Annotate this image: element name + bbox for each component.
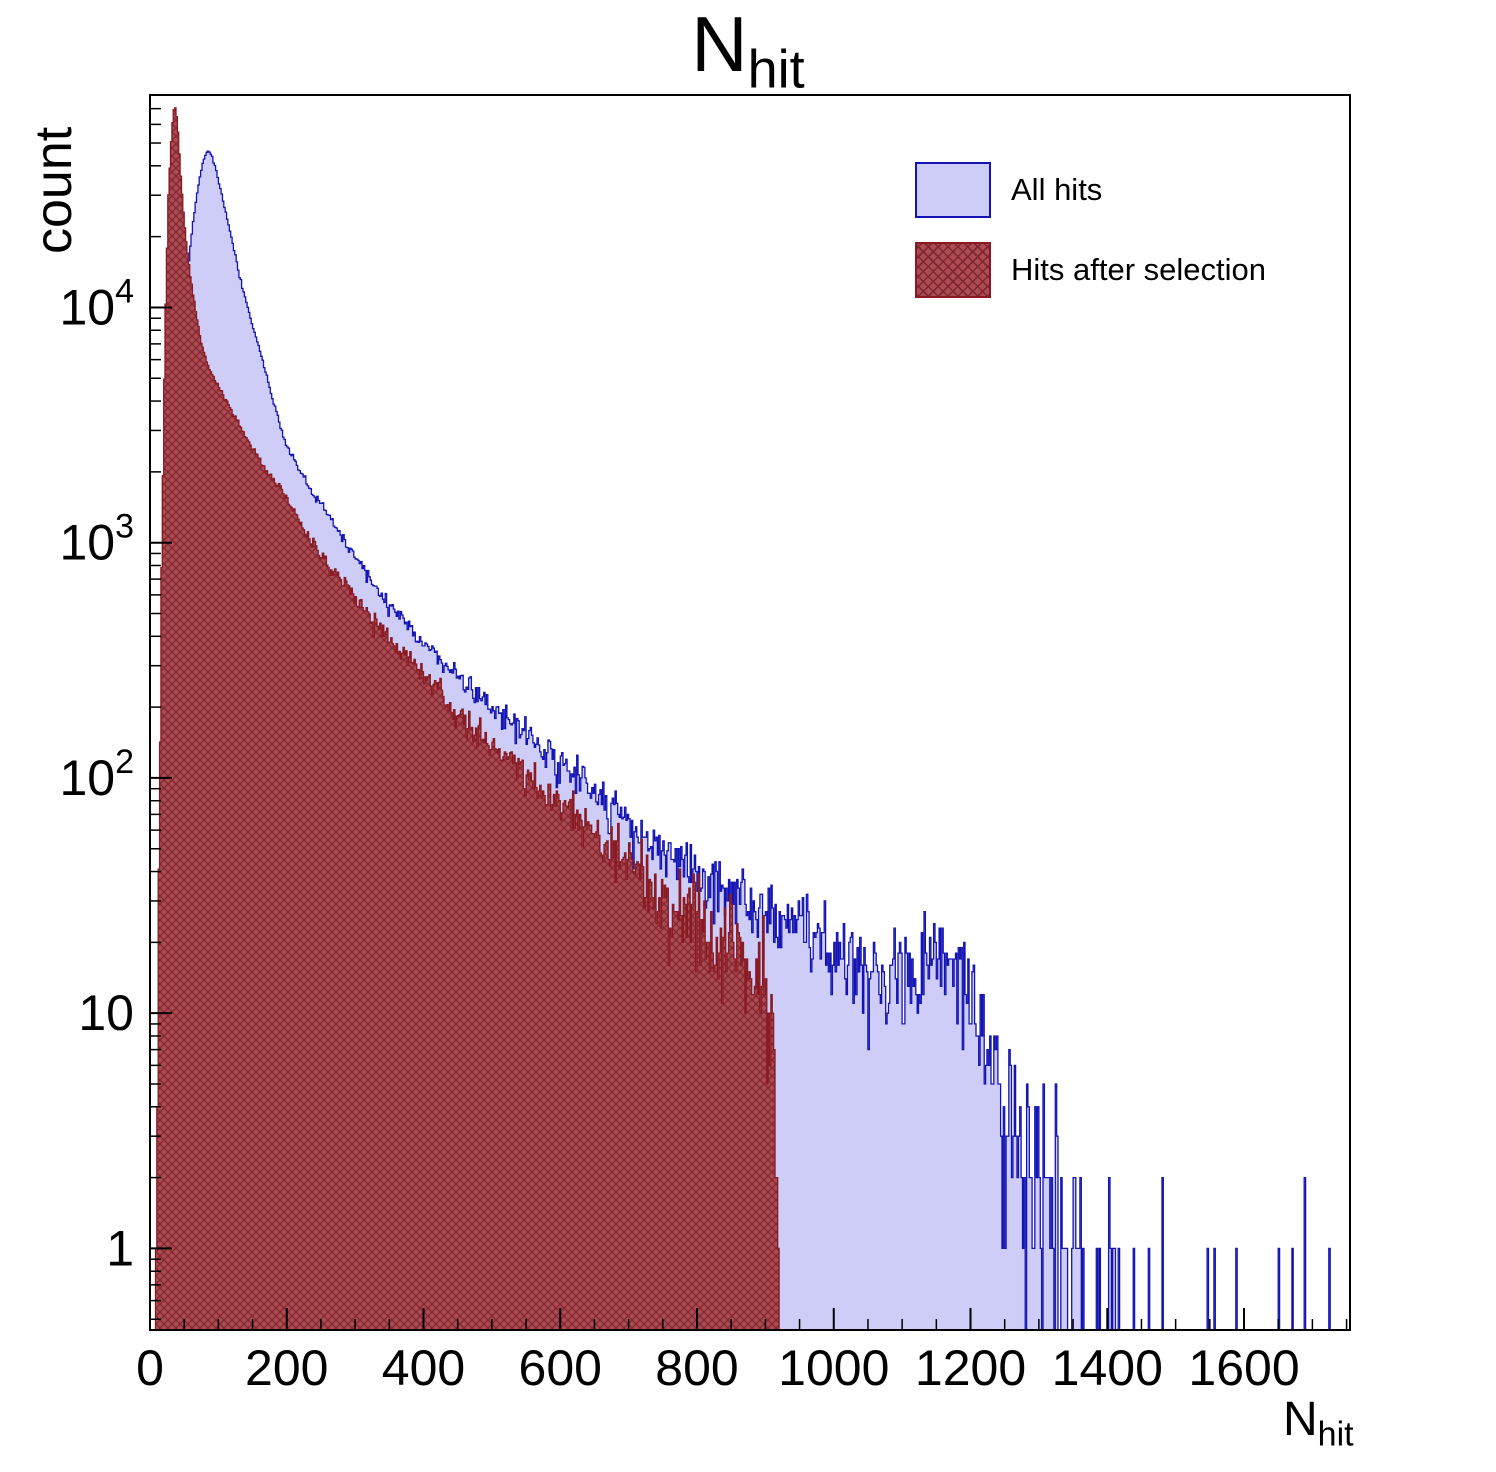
x-axis-label-subscript: hit (1317, 1415, 1354, 1454)
series-outline-0 (150, 150, 1350, 1331)
chart-title-subscript: hit (747, 39, 805, 100)
legend-item-all-hits: All hits (915, 150, 1266, 230)
x-tick-label: 200 (245, 1340, 328, 1396)
legend-swatch-hits-after-selection (915, 242, 991, 298)
y-tick-label: 10 (78, 985, 134, 1041)
x-tick-label: 1200 (915, 1340, 1026, 1396)
y-axis: 1 10 102 103 104 (59, 107, 172, 1320)
chart-title: Nhit (0, 3, 1496, 100)
x-tick-label: 1600 (1188, 1340, 1299, 1396)
x-tick-label: 600 (519, 1340, 602, 1396)
legend: All hits Hits after selection (915, 150, 1266, 310)
legend-label-hits-after-selection: Hits after selection (1011, 252, 1266, 287)
chart-title-main: N (691, 0, 748, 88)
x-tick-label: 400 (382, 1340, 465, 1396)
y-axis-label: count (25, 126, 83, 254)
x-tick-label: 1000 (778, 1340, 889, 1396)
legend-label-all-hits: All hits (1011, 172, 1103, 207)
x-axis-label: Nhit (1283, 1392, 1354, 1455)
x-tick-label: 1400 (1052, 1340, 1163, 1396)
plot-frame (149, 94, 1351, 1331)
legend-swatch-all-hits (915, 162, 991, 218)
x-axis-label-main: N (1283, 1393, 1318, 1446)
x-axis: 0 200 400 600 800 1000 1200 1400 1600 (136, 1308, 1348, 1396)
y-tick-label: 1 (106, 1220, 134, 1276)
x-tick-label: 0 (136, 1340, 164, 1396)
series-hatch-1 (150, 107, 1350, 1330)
y-tick-label: 104 (59, 272, 134, 335)
y-tick-label: 103 (59, 508, 134, 571)
y-tick-label: 102 (59, 743, 134, 806)
legend-item-hits-after-selection: Hits after selection (915, 230, 1266, 310)
x-tick-label: 800 (655, 1340, 738, 1396)
